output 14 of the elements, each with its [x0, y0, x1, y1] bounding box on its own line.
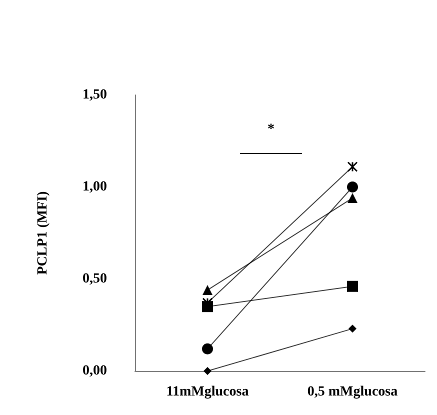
y-tick-label: 1,00	[82, 180, 107, 194]
point	[348, 324, 356, 333]
point	[202, 343, 213, 354]
x-tick-label: 0,5 mMglucosa	[307, 384, 398, 400]
y-tick-label: 0,50	[82, 272, 107, 286]
x-tick-label: 11mMglucosa	[166, 384, 249, 400]
point	[347, 162, 358, 172]
point	[347, 280, 358, 292]
y-tick-label: 0,00	[82, 364, 107, 378]
y-axis-title: PCLP1 (MFI)	[36, 190, 50, 275]
y-tick-label: 1,50	[82, 88, 107, 102]
point	[204, 367, 212, 375]
point	[347, 182, 358, 192]
annotation: *	[266, 122, 276, 138]
